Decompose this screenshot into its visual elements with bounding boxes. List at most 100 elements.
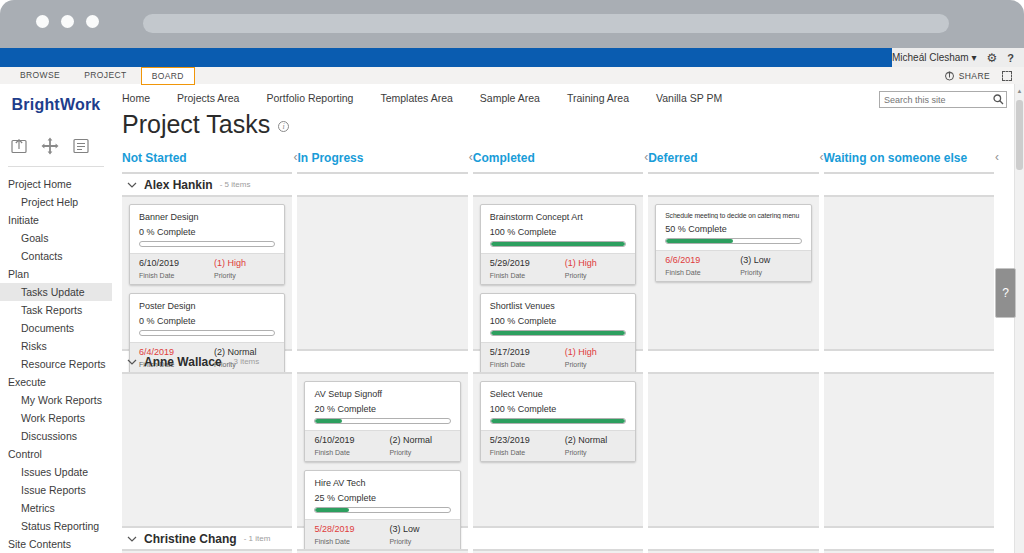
window-dot[interactable] <box>61 15 74 28</box>
sidebar-item-plan[interactable]: Plan <box>0 265 112 283</box>
sidebar-item-control[interactable]: Control <box>0 445 112 463</box>
settings-gear-icon[interactable]: ⚙ <box>987 52 998 64</box>
window-dot[interactable] <box>86 15 99 28</box>
priority-label: Priority <box>565 361 626 368</box>
column-header-completed[interactable]: Completed‹ <box>473 151 643 174</box>
column-header-deferred[interactable]: Deferred‹ <box>648 151 818 174</box>
finish-date-label: Finish Date <box>139 272 214 279</box>
sidebar-item-issue-reports[interactable]: Issue Reports <box>0 481 112 499</box>
task-card-footer: 6/10/2019(1) HighFinish DatePriority <box>130 253 284 284</box>
top-nav-link[interactable]: Sample Area <box>480 92 540 104</box>
column-header-waiting-on-someone-else[interactable]: Waiting on someone else‹ <box>824 151 994 174</box>
priority-label: Priority <box>389 449 450 456</box>
search-input[interactable] <box>880 95 990 105</box>
column-header-not-started[interactable]: Not Started‹ <box>122 151 292 174</box>
task-percent-complete: 25 % Complete <box>305 488 459 503</box>
sidebar-item-tasks-update[interactable]: Tasks Update <box>0 283 112 301</box>
sidebar-item-work-reports[interactable]: Work Reports <box>0 409 112 427</box>
lane-cells-row <box>122 549 994 553</box>
brightwork-logo[interactable]: BrightWork <box>0 96 112 114</box>
lane-cell <box>122 549 292 553</box>
share-button[interactable]: SHARE <box>944 70 990 81</box>
task-card-footer: 5/29/2019(1) HighFinish DatePriority <box>481 253 635 284</box>
top-nav-link[interactable]: Vanilla SP PM <box>656 92 722 104</box>
lane-header-christine-chang[interactable]: Christine Chang- 1 item <box>122 528 994 549</box>
sidebar-item-my-work-reports[interactable]: My Work Reports <box>0 391 112 409</box>
task-card[interactable]: Select Venue100 % Complete5/23/2019(2) N… <box>480 381 636 462</box>
address-bar[interactable] <box>143 14 949 33</box>
sidebar-item-initiate[interactable]: Initiate <box>0 211 112 229</box>
finish-date-label: Finish Date <box>490 449 565 456</box>
sidebar-item-execute[interactable]: Execute <box>0 373 112 391</box>
progress-bar <box>139 330 275 336</box>
scrollbar-up-arrow-icon[interactable]: ▲ <box>1015 84 1024 98</box>
sidebar-item-risks[interactable]: Risks <box>0 337 112 355</box>
lane-collapse-chevron-icon[interactable] <box>127 359 137 365</box>
task-card[interactable]: Banner Design0 % Complete6/10/2019(1) Hi… <box>129 204 285 285</box>
lane-cell <box>297 549 467 553</box>
floating-help-tab[interactable]: ? <box>995 268 1016 318</box>
sidebar-item-task-reports[interactable]: Task Reports <box>0 301 112 319</box>
notes-icon[interactable] <box>71 136 91 156</box>
sidebar-item-issues-update[interactable]: Issues Update <box>0 463 112 481</box>
priority-value: (2) Normal <box>389 435 450 445</box>
top-nav-link[interactable]: Projects Area <box>177 92 239 104</box>
lane-header-alex-hankin[interactable]: Alex Hankin- 5 items <box>122 174 994 195</box>
priority-value: (1) High <box>565 258 626 268</box>
progress-bar <box>490 241 626 247</box>
ribbon-tab-browse[interactable]: BROWSE <box>10 67 70 85</box>
lane-cell: Select Venue100 % Complete5/23/2019(2) N… <box>473 372 643 528</box>
task-card-footer: 6/10/2019(2) NormalFinish DatePriority <box>305 430 459 461</box>
top-nav-link[interactable]: Home <box>122 92 150 104</box>
task-card[interactable]: AV Setup Signoff20 % Complete6/10/2019(2… <box>304 381 460 462</box>
column-header-in-progress[interactable]: In Progress‹ <box>297 151 467 174</box>
page-title-row: Project Tasks i <box>122 110 994 139</box>
page-content: BrightWork Project HomeProject HelpIniti… <box>0 84 1024 553</box>
task-card-footer: 5/17/2019(1) HighFinish DatePriority <box>481 342 635 373</box>
sidebar-item-goals[interactable]: Goals <box>0 229 112 247</box>
sidebar-nav: Project HomeProject HelpInitiateGoalsCon… <box>0 175 112 553</box>
user-menu[interactable]: Micheál Clesham ▾ <box>892 52 977 63</box>
page-title: Project Tasks <box>122 110 270 139</box>
task-card[interactable]: Schedule meeting to decide on catering m… <box>655 204 811 282</box>
finish-date-value: 5/29/2019 <box>490 258 565 268</box>
search-icon[interactable] <box>990 94 1006 105</box>
top-nav-link[interactable]: Portfolio Reporting <box>266 92 353 104</box>
sidebar-item-contacts[interactable]: Contacts <box>0 247 112 265</box>
top-nav-link[interactable]: Templates Area <box>380 92 452 104</box>
top-nav-link[interactable]: Training Area <box>567 92 629 104</box>
task-percent-complete: 0 % Complete <box>130 222 284 237</box>
task-card[interactable]: Shortlist Venues100 % Complete5/17/2019(… <box>480 293 636 374</box>
focus-on-content-icon[interactable] <box>1002 71 1012 81</box>
progress-bar <box>314 507 450 513</box>
move-icon[interactable] <box>40 136 60 156</box>
help-icon[interactable]: ? <box>1007 52 1014 64</box>
sidebar-item-documents[interactable]: Documents <box>0 319 112 337</box>
sidebar-item-resource-reports[interactable]: Resource Reports <box>0 355 112 373</box>
ribbon-tab-board[interactable]: BOARD <box>141 67 195 85</box>
sidebar-item-metrics[interactable]: Metrics <box>0 499 112 517</box>
sidebar-item-project-help[interactable]: Project Help <box>0 193 112 211</box>
vertical-scrollbar[interactable]: ▲ <box>1014 84 1024 553</box>
column-chevron-icon[interactable]: ‹ <box>995 150 999 164</box>
task-card[interactable]: Brainstorm Concept Art100 % Complete5/29… <box>480 204 636 285</box>
ribbon-tab-project[interactable]: PROJECT <box>74 67 136 85</box>
sidebar-item-discussions[interactable]: Discussions <box>0 427 112 445</box>
lane-collapse-chevron-icon[interactable] <box>127 536 137 542</box>
share-circle-icon <box>944 70 955 81</box>
ribbon-right-actions: SHARE <box>944 67 1012 84</box>
window-dot[interactable] <box>36 15 49 28</box>
export-icon[interactable] <box>9 136 29 156</box>
info-icon[interactable]: i <box>278 121 289 132</box>
sidebar-item-status-reporting[interactable]: Status Reporting <box>0 517 112 535</box>
sidebar-item-site-contents[interactable]: Site Contents <box>0 535 112 553</box>
lane-collapse-chevron-icon[interactable] <box>127 182 137 188</box>
task-card[interactable]: Hire AV Tech25 % Complete5/28/2019(3) Lo… <box>304 470 460 551</box>
sidebar-item-project-home[interactable]: Project Home <box>0 175 112 193</box>
scrollbar-thumb[interactable] <box>1016 100 1023 170</box>
priority-label: Priority <box>214 272 275 279</box>
ribbon-tabs: BROWSEPROJECT BOARD <box>10 67 199 85</box>
browser-chrome <box>0 0 1024 48</box>
task-card-title: Brainstorm Concept Art <box>481 205 635 222</box>
lane-cells-row: AV Setup Signoff20 % Complete6/10/2019(2… <box>122 372 994 528</box>
